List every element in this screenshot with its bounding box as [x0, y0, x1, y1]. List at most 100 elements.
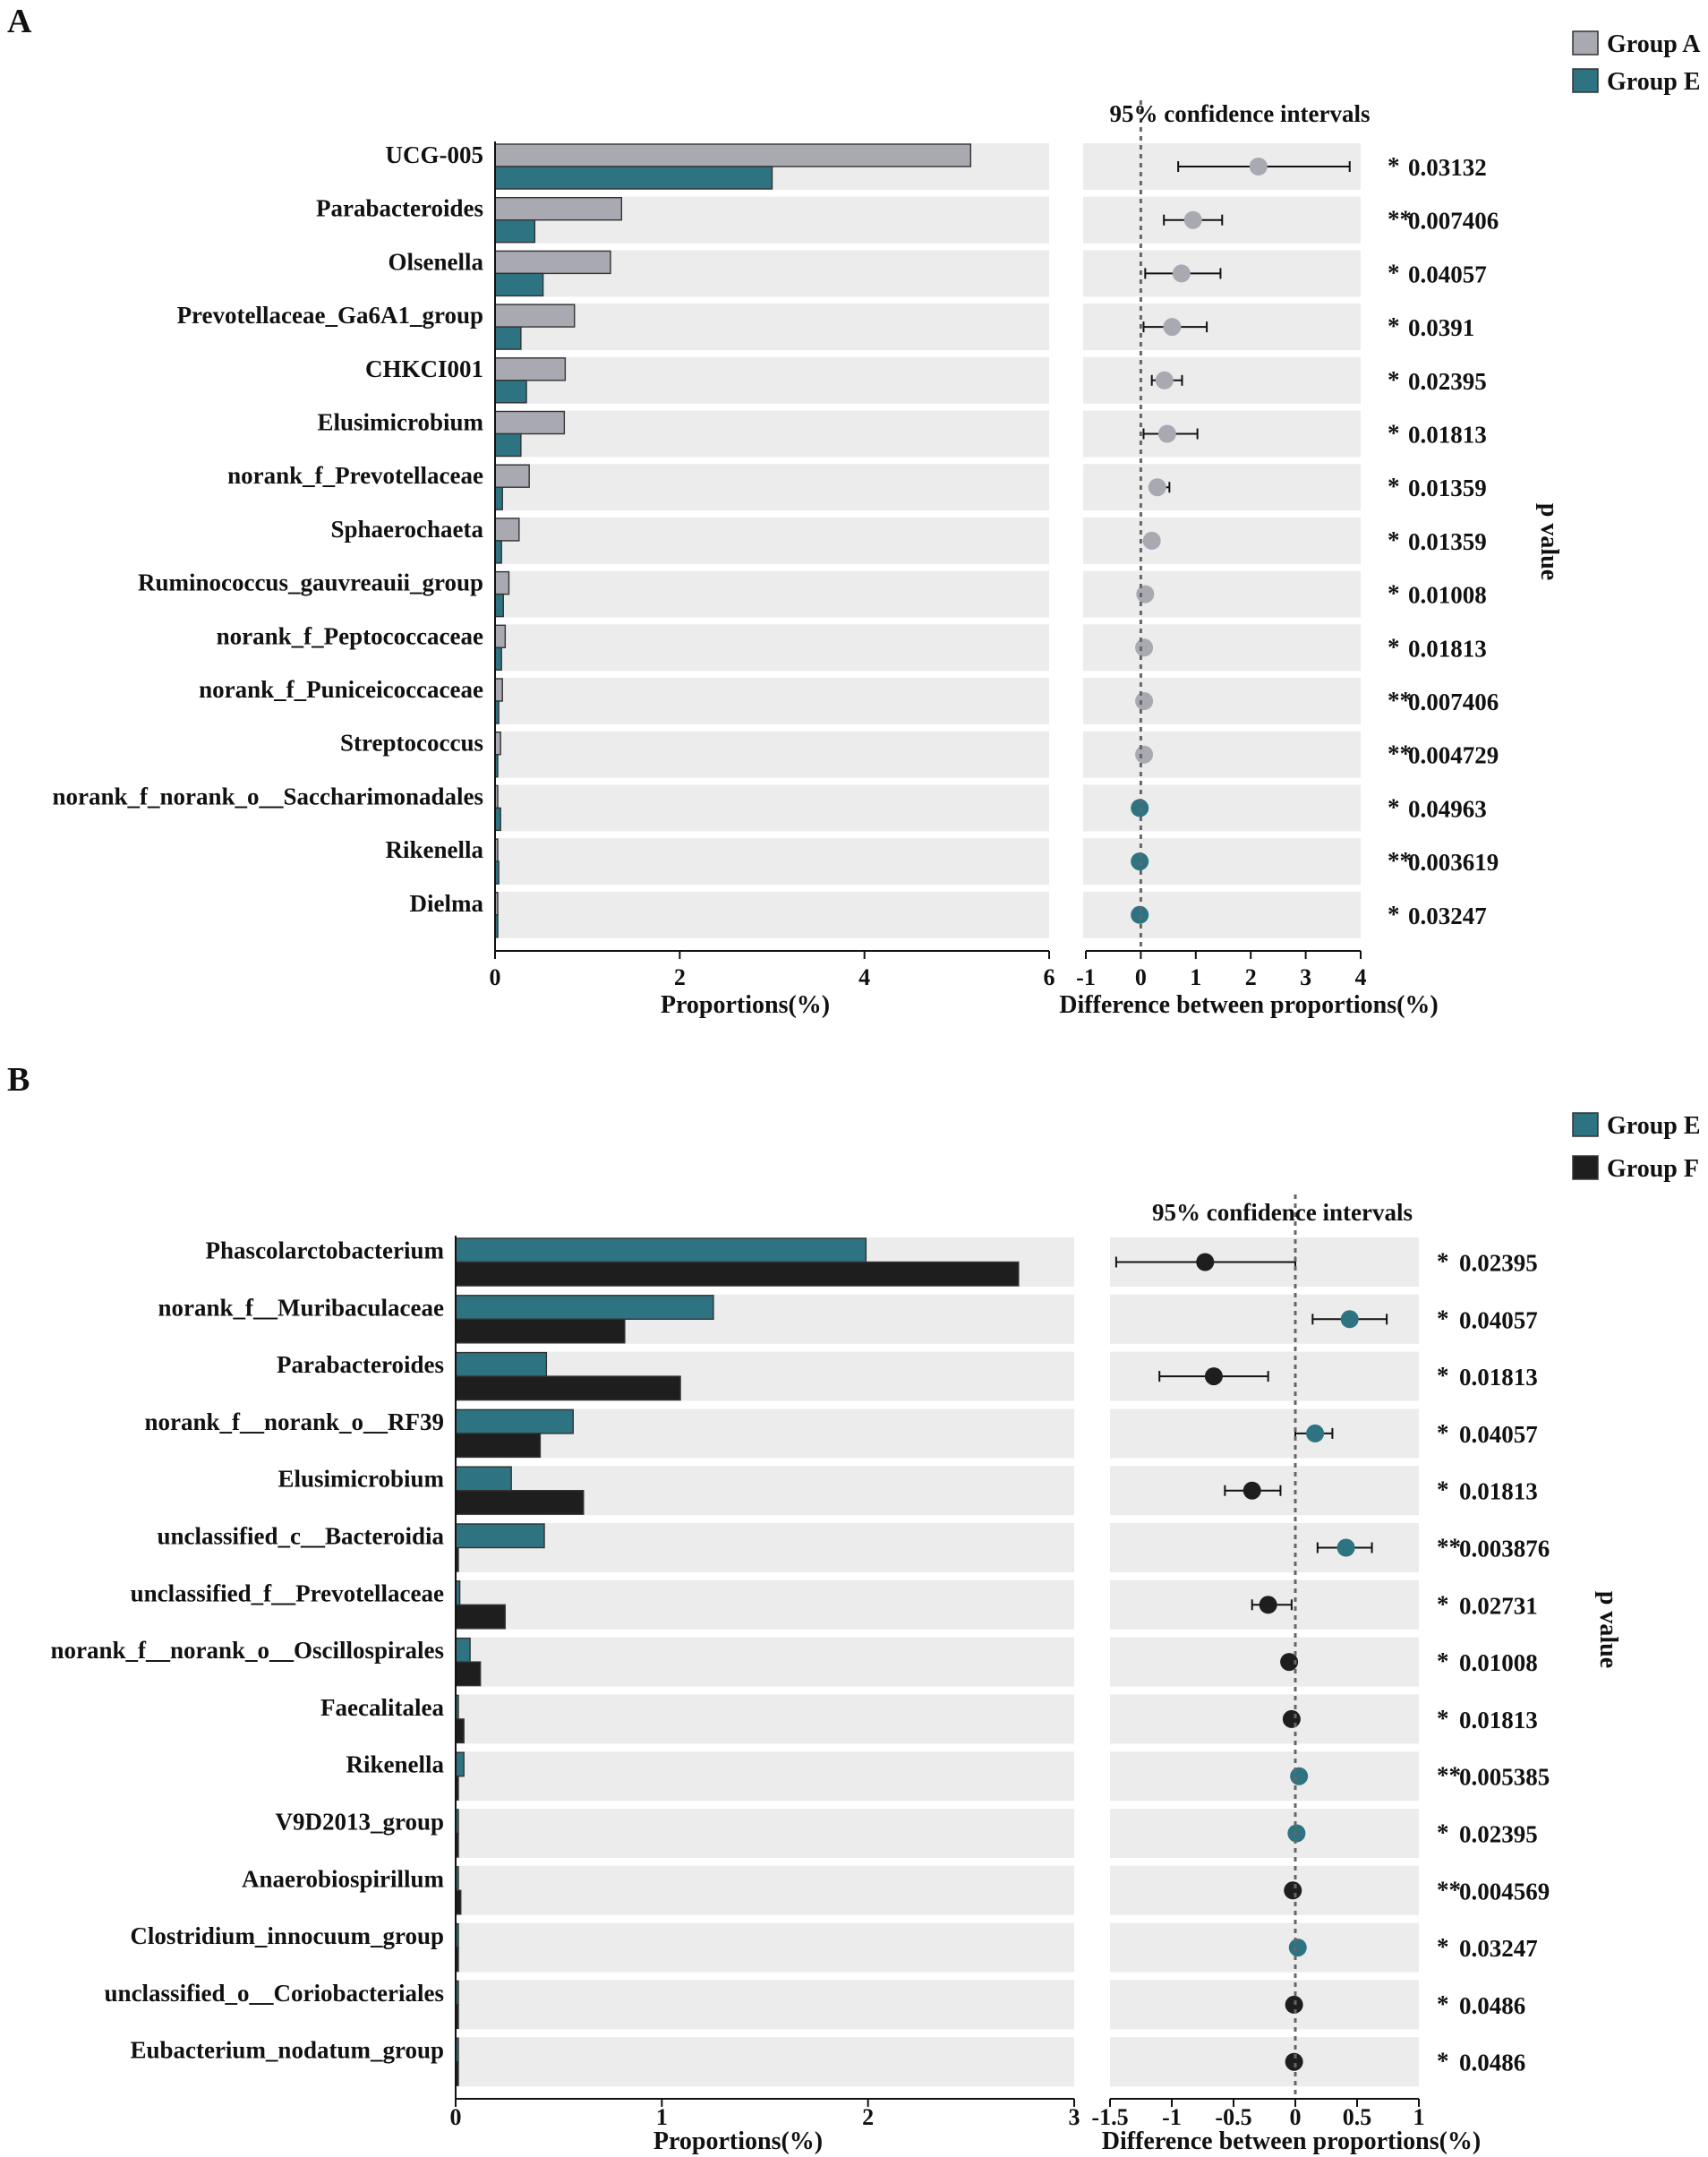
panel-b-ci-point	[1243, 1481, 1261, 1500]
panel-b-pvalue: 0.02731	[1459, 1592, 1538, 1619]
panel-b-pvalue: 0.01008	[1459, 1649, 1538, 1676]
panel-b-category-label: norank_f__norank_o__RF39	[144, 1408, 444, 1435]
panel-b-bar-tick-label: 0	[450, 2104, 462, 2130]
panel-b-row-band	[456, 1865, 1074, 1915]
panel-a-significance-mark: *	[1388, 312, 1400, 339]
panel-a-pvalue: 0.03247	[1408, 903, 1487, 929]
panel-b-ci-row-band	[1110, 1694, 1419, 1744]
panel-a-pvalue: 0.007406	[1408, 208, 1499, 235]
panel-b-bar-group-f	[455, 1489, 585, 1515]
panel-b-significance-mark: **	[1437, 1876, 1461, 1903]
panel-b-ci-point	[1282, 1709, 1301, 1728]
panel-a-pvalue: 0.04057	[1408, 261, 1487, 287]
panel-a-ci-point	[1135, 745, 1154, 764]
panel-a-ci-row-band	[1083, 784, 1361, 832]
panel-b-category-label: Clostridium_innocuum_group	[130, 1922, 444, 1949]
panel-a-ci-point	[1135, 692, 1154, 710]
panel-b-ci-point	[1337, 1538, 1355, 1557]
panel-a-letter: A	[7, 3, 32, 40]
panel-b-pvalue: 0.04057	[1459, 1306, 1538, 1333]
panel-b-significance-mark: *	[1437, 1990, 1449, 2017]
panel-b-significance-mark: *	[1437, 1648, 1449, 1674]
panel-b-bar-group-e	[455, 1637, 471, 1663]
panel-a-bar-group-a	[494, 304, 576, 328]
panel-b-ci-tick-label: 1	[1413, 2104, 1425, 2130]
panel-a-pvalue: 0.003619	[1408, 849, 1499, 876]
panel-a-category-label: Parabacteroides	[316, 195, 483, 222]
panel-a-pvalue-axis-label: p value	[1535, 503, 1563, 580]
panel-a-pvalue: 0.0391	[1408, 314, 1474, 341]
panel-a-significance-mark: *	[1388, 633, 1400, 660]
panel-b-row-band	[456, 1523, 1074, 1572]
panel-b-ci-tick-label: -0.5	[1215, 2104, 1251, 2130]
panel-a-ci-row-band	[1083, 731, 1361, 778]
panel-a-significance-mark: **	[1388, 687, 1412, 714]
panel-a-ci-row-band	[1083, 304, 1361, 351]
panel-b-row-band	[456, 1809, 1074, 1858]
panel-a-pvalue: 0.04963	[1408, 795, 1487, 822]
panel-a-ci-row-band	[1083, 517, 1361, 564]
panel-b-category-label: Parabacteroides	[277, 1351, 444, 1378]
panel-b-ci-row-band	[1110, 1922, 1419, 1973]
panel-b-bar-group-e	[455, 1751, 465, 1777]
panel-b-bar-axis-title: Proportions(%)	[653, 2127, 823, 2155]
panel-a-ci-title: 95% confidence intervals	[1110, 100, 1371, 127]
panel-b-significance-mark: *	[1437, 1590, 1449, 1617]
panel-a-ci-axis-title: Difference between proportions(%)	[1059, 991, 1439, 1019]
panel-b-ci-row-band	[1110, 1809, 1419, 1858]
panel-a-row-band	[495, 891, 1049, 938]
panel-a-bar-group-e	[494, 593, 504, 618]
panel-a-bar-group-a	[494, 624, 507, 648]
panel-a-pvalue: 0.02395	[1408, 368, 1487, 395]
panel-a-significance-mark: *	[1388, 152, 1400, 179]
panel-b-row-band	[456, 1922, 1074, 1973]
panel-a-ci-row-band	[1083, 464, 1361, 511]
panel-a-legend-label-2: Group E	[1607, 68, 1701, 96]
panel-b-ci-tick-label: 0	[1290, 2104, 1302, 2130]
panel-a-bar-group-a	[494, 464, 530, 488]
panel-a-significance-mark: *	[1388, 526, 1400, 553]
panel-b-significance-mark: *	[1437, 1477, 1449, 1503]
panel-a-bar-group-e	[494, 272, 544, 297]
panel-b-category-label: Anaerobiospirillum	[242, 1865, 445, 1892]
panel-a-bar-tick-label: 2	[674, 964, 686, 990]
panel-a-ci-row-band	[1083, 838, 1361, 886]
panel-b-pvalue: 0.02395	[1459, 1821, 1538, 1848]
panel-b-category-label: unclassified_f__Prevotellaceae	[131, 1579, 444, 1606]
panel-a-bar-axis-title: Proportions(%)	[661, 991, 830, 1019]
panel-a-category-label: Ruminococcus_gauvreauii_group	[138, 569, 483, 596]
panel-a-row-band	[495, 464, 1049, 511]
panel-b-row-band	[456, 1751, 1074, 1802]
panel-a-bar-group-e	[494, 432, 522, 458]
panel-a-significance-mark: *	[1388, 420, 1400, 447]
panel-a-ci-tick-label: 4	[1355, 964, 1367, 990]
panel-a-ci-point	[1155, 371, 1174, 389]
panel-b-significance-mark: *	[1437, 2048, 1449, 2075]
panel-b-ci-axis-title: Difference between proportions(%)	[1102, 2127, 1482, 2155]
panel-b-bar-group-f	[455, 1318, 626, 1344]
panel-b-category-label: unclassified_o__Coriobacteriales	[105, 1980, 444, 2007]
panel-a-ci-point	[1148, 478, 1166, 497]
panel-b-legend-label-2: Group F	[1607, 1155, 1699, 1183]
panel-a-category-label: Streptococcus	[340, 730, 483, 757]
panel-a-category-label: Prevotellaceae_Ga6A1_group	[177, 302, 483, 329]
panel-b-row-band	[456, 1980, 1074, 2030]
panel-b-ci-row-band	[1110, 1751, 1419, 1802]
panel-b-row-band	[456, 1579, 1074, 1630]
panel-b-significance-mark: **	[1437, 1762, 1461, 1789]
panel-b-bar-group-e	[455, 1237, 867, 1263]
panel-a-bar-tick-label: 0	[490, 964, 501, 990]
panel-b-row-band	[456, 1694, 1074, 1744]
panel-b-pvalue: 0.01813	[1459, 1364, 1538, 1391]
panel-b-category-label: Elusimicrobium	[278, 1466, 444, 1493]
panel-a-category-label: Dielma	[410, 890, 484, 917]
panel-b-ci-point	[1288, 1939, 1307, 1957]
panel-b-bar-group-f	[455, 1375, 681, 1401]
panel-a-significance-mark: **	[1388, 206, 1412, 233]
panel-b-ci-point	[1204, 1367, 1223, 1386]
panel-a-ci-point	[1136, 585, 1155, 603]
panel-b-bar-group-e	[455, 1466, 512, 1492]
panel-a-bar-group-e	[494, 218, 536, 244]
panel-b-pvalue: 0.04057	[1459, 1421, 1538, 1448]
panel-a-category-label: norank_f_Puniceicoccaceae	[199, 676, 483, 703]
